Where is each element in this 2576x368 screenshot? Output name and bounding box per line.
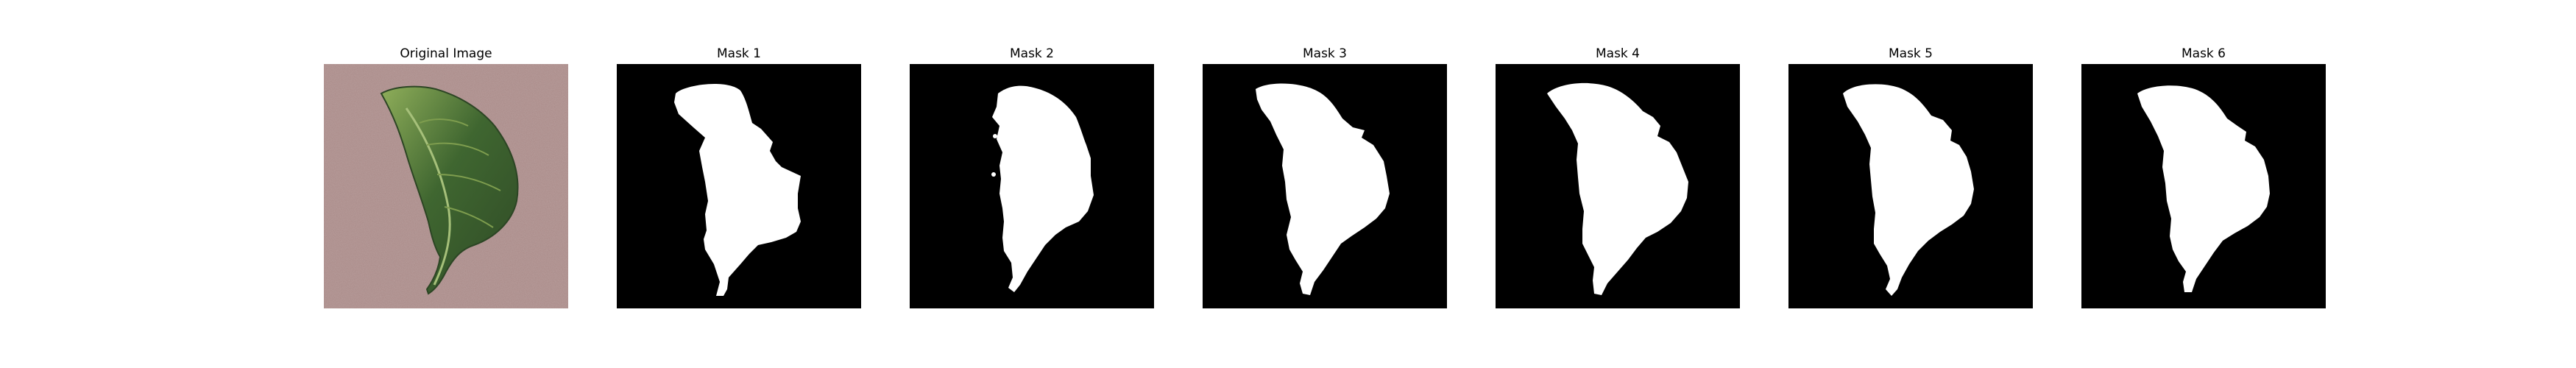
mask-1-shape	[617, 64, 861, 308]
leaf-vein	[419, 118, 469, 127]
leaf-vein	[426, 142, 489, 156]
mask-5-title: Mask 5	[1888, 46, 1933, 61]
mask-4-panel: Mask 4	[1496, 44, 1740, 331]
leaf-photo	[324, 64, 568, 308]
mask-2-panel: Mask 2	[910, 44, 1154, 331]
mask-3-title: Mask 3	[1302, 46, 1347, 61]
mask-3-panel: Mask 3	[1203, 44, 1447, 331]
mask-1-image	[617, 64, 861, 308]
mask-6-title: Mask 6	[2181, 46, 2226, 61]
mask-6-shape	[2081, 64, 2326, 308]
mask-3-image	[1203, 64, 1447, 308]
mask-1-panel: Mask 1	[617, 44, 861, 331]
leaf-midrib	[405, 107, 451, 286]
leaf-vein	[444, 206, 494, 228]
mask-6-panel: Mask 6	[2081, 44, 2326, 331]
mask-5-panel: Mask 5	[1788, 44, 2033, 331]
mask-6-image	[2081, 64, 2326, 308]
mask-2-image	[910, 64, 1154, 308]
mask-5-image	[1788, 64, 2033, 308]
leaf-vein	[436, 174, 501, 191]
leaf	[380, 85, 519, 295]
mask-1-title: Mask 1	[716, 46, 761, 61]
original-image-title: Original Image	[400, 46, 492, 61]
mask-5-shape	[1788, 64, 2033, 308]
mask-3-shape	[1203, 64, 1447, 308]
original-image	[324, 64, 568, 308]
mask-4-title: Mask 4	[1595, 46, 1640, 61]
mask-2-shape	[910, 64, 1154, 308]
mask-4-image	[1496, 64, 1740, 308]
original-image-panel: Original Image	[324, 44, 568, 331]
mask-4-shape	[1496, 64, 1740, 308]
mask-2-title: Mask 2	[1009, 46, 1054, 61]
